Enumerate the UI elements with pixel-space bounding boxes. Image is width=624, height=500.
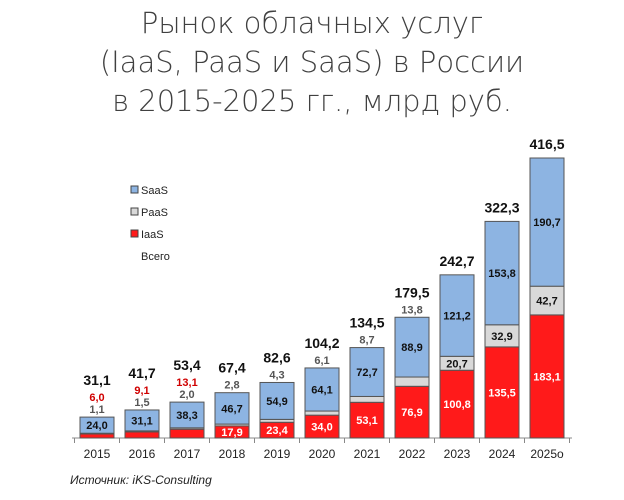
bar-saas [169, 401, 205, 429]
legend-label: SaaS [141, 185, 168, 197]
data-label: 8,7 [359, 335, 374, 347]
legend-swatch [130, 185, 139, 194]
data-label: 190,7 [533, 217, 561, 229]
data-label: 42,7 [536, 296, 557, 308]
legend-label: PaaS [141, 207, 168, 219]
bar-saas [124, 409, 160, 432]
data-label: 6,1 [314, 355, 329, 367]
legend-swatch [130, 207, 139, 216]
data-label: 6,0 [89, 392, 104, 404]
data-label: 13,8 [401, 304, 422, 316]
bar-paas [394, 376, 430, 387]
total-label: 82,6 [263, 349, 290, 365]
x-tick-label: 2015 [84, 447, 111, 461]
data-label: 23,4 [266, 425, 288, 437]
total-label: 134,5 [349, 315, 384, 331]
total-label: 67,4 [218, 360, 245, 376]
bar-iaas [439, 369, 475, 439]
x-tick-label: 2018 [219, 447, 246, 461]
data-label: 121,2 [443, 311, 471, 323]
total-label: 53,4 [173, 357, 200, 373]
data-label: 2,0 [179, 389, 194, 401]
bar-saas [304, 367, 340, 412]
bar-saas [349, 347, 385, 397]
bar-saas [259, 381, 295, 420]
x-tick-label: 2019 [264, 447, 291, 461]
legend-label: Всего [141, 251, 170, 263]
bar-saas [484, 220, 520, 326]
data-label: 64,1 [311, 384, 332, 396]
data-label: 17,9 [221, 427, 242, 439]
bar-iaas [124, 431, 160, 439]
total-label: 31,1 [83, 372, 110, 388]
bar-iaas [394, 385, 430, 439]
total-label: 104,2 [304, 335, 339, 351]
bar-iaas [349, 401, 385, 439]
data-label: 4,3 [269, 369, 284, 381]
data-label: 88,9 [401, 342, 422, 354]
bar-saas [79, 416, 115, 434]
bar-iaas [79, 433, 115, 439]
data-label: 135,5 [488, 387, 516, 399]
x-tick-label: 2017 [174, 447, 201, 461]
bar-saas [439, 274, 475, 357]
total-label: 179,5 [394, 284, 429, 300]
data-label: 32,9 [491, 331, 512, 343]
total-label: 242,7 [439, 253, 474, 269]
title-line: Рынок облачных услуг [140, 6, 484, 40]
x-tick-label: 2022 [399, 447, 426, 461]
data-label: 100,8 [443, 399, 471, 411]
x-tick-label: 2024 [489, 447, 516, 461]
bar-paas [304, 410, 340, 416]
total-label: 416,5 [529, 136, 564, 152]
data-label: 54,9 [266, 396, 287, 408]
bar-saas [394, 316, 430, 378]
data-label: 72,7 [356, 367, 377, 379]
data-label: 13,1 [176, 377, 197, 389]
bar-iaas [484, 346, 520, 439]
data-label: 31,1 [131, 415, 152, 427]
data-label: 20,7 [446, 358, 467, 370]
total-label: 322,3 [484, 199, 519, 215]
data-label: 183,1 [533, 371, 561, 383]
bar-iaas [169, 428, 205, 439]
legend-label: IaaS [141, 229, 164, 241]
chart-title: Рынок облачных услуг (IaaS, PaaS и SaaS)… [0, 4, 624, 121]
title-line: (IaaS, PaaS и SaaS) в России [99, 45, 525, 79]
x-tick-label: 2020 [309, 447, 336, 461]
bar-saas [214, 392, 250, 425]
data-label: 1,1 [89, 404, 104, 416]
x-tick-label: 2021 [354, 447, 381, 461]
data-label: 2,8 [224, 380, 239, 392]
x-tick-label: 2025о [530, 447, 564, 461]
data-label: 153,8 [488, 268, 516, 280]
legend-swatch [130, 229, 139, 238]
data-label: 76,9 [401, 407, 422, 419]
bar-iaas [529, 314, 565, 439]
data-label: 46,7 [221, 403, 242, 415]
bar-saas [529, 157, 565, 287]
x-tick-label: 2016 [129, 447, 156, 461]
title-line: в 2015-2025 гг., млрд руб. [112, 84, 512, 118]
data-label: 24,0 [86, 420, 107, 432]
total-label: 41,7 [128, 365, 155, 381]
data-label: 34,0 [311, 422, 332, 434]
bar-paas [349, 395, 385, 403]
x-tick-label: 2023 [444, 447, 471, 461]
data-label: 53,1 [356, 415, 377, 427]
data-label: 38,3 [176, 410, 197, 422]
data-label: 9,1 [134, 385, 149, 397]
data-label: 1,5 [134, 397, 149, 409]
source-note: Источник: iKS-Consulting [70, 473, 212, 487]
bar-paas [529, 285, 565, 316]
